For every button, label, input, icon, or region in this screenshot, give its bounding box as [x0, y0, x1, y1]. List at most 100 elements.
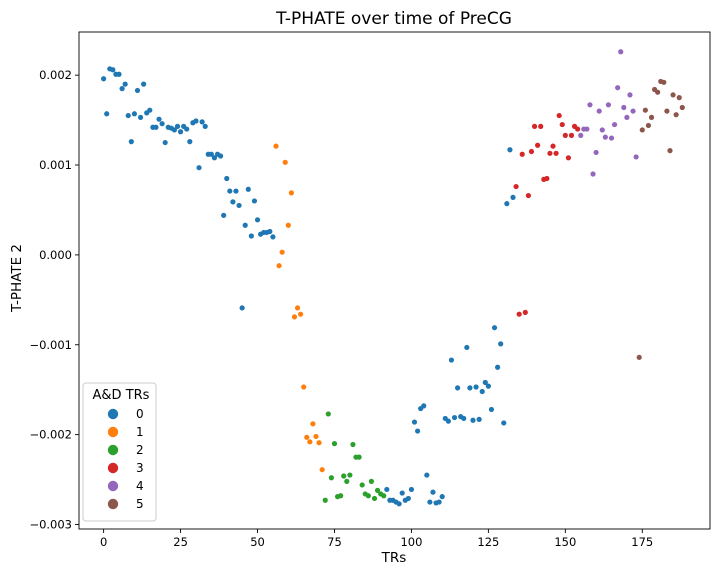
data-point — [319, 467, 325, 473]
data-point — [174, 123, 181, 129]
data-point — [553, 150, 559, 156]
data-point — [405, 495, 411, 502]
data-point — [590, 171, 596, 177]
data-point — [267, 228, 273, 235]
legend-label: 0 — [136, 407, 144, 421]
data-point — [436, 499, 442, 505]
data-point — [365, 493, 371, 499]
data-point — [384, 486, 390, 493]
data-point — [301, 384, 307, 390]
legend-marker — [107, 480, 119, 492]
data-point — [498, 341, 504, 347]
data-point — [528, 148, 535, 155]
data-point — [655, 89, 661, 95]
data-point — [101, 76, 107, 82]
data-point — [414, 428, 421, 434]
chart-title: T-PHATE over time of PreCG — [275, 9, 512, 29]
data-point — [535, 142, 541, 148]
series-4 — [578, 49, 639, 177]
legend-title: A&D TRs — [93, 388, 150, 403]
data-point — [599, 127, 605, 133]
y-tick-label: −0.001 — [29, 338, 72, 352]
data-point — [467, 385, 473, 391]
data-point — [239, 305, 245, 311]
plot-area-frame — [78, 31, 711, 530]
data-point — [411, 419, 418, 425]
data-point — [245, 186, 251, 192]
data-point — [294, 305, 301, 311]
data-point — [559, 121, 565, 128]
data-point — [633, 154, 639, 160]
data-point — [328, 475, 334, 481]
data-point — [104, 111, 110, 117]
legend-marker — [107, 408, 119, 420]
data-point — [531, 123, 538, 129]
y-tick-label: 0.000 — [39, 248, 72, 262]
data-point — [639, 127, 645, 133]
data-point — [562, 132, 568, 138]
data-point — [664, 108, 670, 114]
data-point — [424, 472, 430, 478]
y-axis-ticks: −0.003 −0.002 −0.001 0.000 0.001 0.002 — [29, 68, 79, 532]
legend-label: 5 — [136, 497, 144, 511]
y-tick-label: −0.002 — [29, 428, 72, 442]
data-point — [636, 354, 642, 360]
series-0 — [101, 66, 516, 507]
data-point — [513, 183, 519, 190]
legend-marker — [107, 498, 119, 510]
data-point — [565, 155, 572, 161]
x-tick-label: 125 — [477, 535, 499, 549]
data-point — [177, 129, 184, 135]
data-point — [276, 263, 282, 269]
y-axis-label: T-PHATE 2 — [9, 244, 25, 313]
x-axis-ticks: 0 25 50 75 100 125 150 175 — [100, 529, 653, 549]
data-point — [482, 379, 488, 386]
data-point — [507, 147, 513, 153]
legend-label: 1 — [136, 425, 144, 439]
data-point — [316, 440, 322, 446]
x-tick-label: 25 — [173, 535, 188, 549]
legend-marker — [107, 444, 119, 456]
data-point — [338, 493, 344, 499]
data-point — [611, 121, 618, 128]
data-point — [122, 81, 128, 87]
x-tick-label: 150 — [554, 535, 576, 549]
data-point — [445, 418, 451, 424]
data-point — [359, 482, 365, 488]
data-point — [221, 212, 227, 218]
data-point — [510, 194, 516, 200]
data-point — [448, 357, 455, 363]
data-point — [242, 222, 248, 228]
data-point — [288, 190, 294, 196]
data-point — [624, 114, 630, 120]
data-point — [648, 114, 655, 120]
data-point — [618, 49, 624, 55]
series-1 — [273, 143, 325, 473]
y-tick-label: −0.003 — [29, 518, 72, 532]
series-3 — [513, 112, 581, 317]
x-axis-label: TRs — [381, 550, 407, 566]
data-point — [119, 86, 125, 92]
data-point — [251, 198, 258, 204]
data-point — [670, 92, 676, 98]
data-point — [627, 92, 633, 98]
data-point — [525, 192, 531, 199]
legend-label: 2 — [136, 443, 144, 457]
data-point — [427, 499, 433, 505]
data-point — [381, 493, 387, 499]
data-point — [230, 199, 236, 205]
legend-marker — [107, 426, 119, 438]
data-point — [587, 102, 593, 108]
data-point — [217, 153, 224, 159]
data-point — [439, 494, 445, 500]
x-tick-label: 0 — [100, 535, 107, 549]
data-point — [584, 126, 590, 132]
data-point — [227, 188, 233, 194]
data-point — [156, 116, 162, 122]
data-point — [153, 124, 159, 130]
data-point — [485, 383, 491, 389]
data-point — [248, 233, 254, 239]
data-point — [519, 151, 525, 157]
data-point — [455, 385, 461, 391]
